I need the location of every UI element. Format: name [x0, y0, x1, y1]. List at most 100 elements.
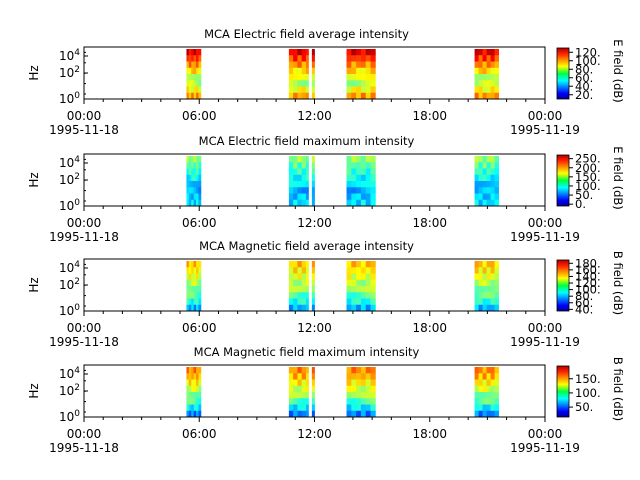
colorbar-gradient [556, 47, 570, 100]
spectrogram-cell [482, 392, 487, 399]
spectrogram-cell [351, 398, 357, 405]
spectrogram-cell [356, 392, 362, 399]
spectrogram-cell [494, 392, 499, 399]
spectrogram-cell [288, 385, 294, 393]
spectrogram-cell [360, 267, 367, 274]
spectrogram-cell [486, 273, 491, 281]
spectrogram-cell [293, 261, 298, 268]
data-block [346, 49, 376, 100]
spectrogram-cell [360, 404, 367, 412]
y-tick-exponent: 2 [74, 172, 80, 182]
spectrogram-cell [474, 67, 479, 75]
spectrogram-cell [301, 74, 307, 81]
spectrogram-cell [297, 392, 303, 399]
spectrogram-cell [478, 174, 483, 182]
spectrogram-cell [191, 61, 195, 69]
spectrogram-cell [370, 261, 376, 268]
spectrogram-cell [198, 267, 202, 274]
spectrogram-cell [301, 61, 307, 69]
y-tick-exponent: 4 [74, 48, 80, 58]
spectrogram-cell [356, 385, 362, 393]
spectrogram-cell [482, 292, 487, 299]
spectrogram-cell [196, 187, 199, 194]
y-tick-base: 10 [59, 173, 74, 187]
x-tick-date: 1995-11-19 [510, 441, 580, 455]
y-tick-label: 102 [59, 383, 80, 398]
colorbar: 40.60.80.100.120.140.160.180. B field (dB… [556, 251, 625, 316]
x-tick-time: 18:00 [412, 216, 447, 230]
spectrogram-cell [346, 367, 352, 374]
spectrogram-cell [310, 92, 315, 100]
spectrogram-cell [305, 193, 311, 201]
spectrogram-cell [305, 61, 311, 69]
spectrogram-cell [301, 292, 307, 299]
x-tick-time: 06:00 [182, 216, 217, 230]
spectrogram-cell [198, 86, 202, 94]
spectrogram-cell [370, 373, 376, 380]
spectrogram-cell [490, 162, 495, 169]
spectrogram-cell [482, 92, 487, 100]
spectrogram-cell [370, 304, 376, 312]
spectrogram-cell [196, 49, 199, 56]
spectrogram-cell [494, 398, 499, 405]
spectrogram-cell [365, 86, 371, 94]
spectrogram-cell [478, 273, 483, 281]
spectrogram-cell [198, 67, 202, 75]
colorbar: 20.40.60.80.100.120. E field (dB) [556, 39, 625, 103]
spectrogram-cell [370, 199, 376, 207]
spectrogram-cell [288, 286, 294, 293]
spectrogram-cell [305, 392, 311, 399]
spectrogram-cell [196, 298, 199, 306]
spectrogram-cell [198, 193, 202, 201]
spectrogram-cell [365, 156, 371, 163]
spectrogram-cell [301, 385, 307, 393]
spectrogram-cell [360, 193, 367, 201]
spectrogram-cell [186, 261, 190, 268]
spectrogram-cell [198, 298, 202, 306]
spectrogram-cell [188, 279, 192, 287]
colorbar-tick-label: 100. [575, 386, 601, 400]
spectrogram-cell [360, 298, 367, 306]
spectrogram-cell [198, 398, 202, 405]
spectrogram-cell [297, 385, 303, 393]
spectrogram-cell [370, 92, 376, 100]
spectrogram-cell [310, 181, 315, 188]
spectrogram-cell [490, 181, 495, 188]
spectrogram-cell [191, 67, 195, 75]
spectrogram-cell [288, 156, 294, 163]
spectrogram-cell [351, 273, 357, 281]
data-gap [308, 260, 312, 311]
spectrogram-cell [370, 67, 376, 75]
spectrogram-cell [356, 67, 362, 75]
spectrogram-cell [186, 304, 190, 312]
colorbar-tick-label: 160. [575, 263, 601, 277]
colorbar-gradient [556, 365, 570, 418]
spectrogram-cell [301, 298, 307, 306]
spectrogram-cell [351, 385, 357, 393]
spectrogram-cell [193, 398, 197, 405]
spectrogram-cell [196, 168, 199, 176]
spectrogram-cell [288, 67, 294, 75]
spectrogram-cell [356, 298, 362, 306]
spectrogram-cell [351, 286, 357, 293]
spectrogram-cell [288, 86, 294, 94]
spectrogram-cell [494, 92, 499, 100]
spectrogram-cell [293, 392, 298, 399]
spectrogram-cell [186, 398, 190, 405]
spectrogram-cell [494, 199, 499, 207]
spectrogram-cell [293, 187, 298, 194]
spectrogram-cell [482, 398, 487, 405]
spectrogram-cell [310, 273, 315, 281]
spectrogram-cell [478, 49, 483, 56]
spectrogram-cell [288, 61, 294, 69]
spectrogram-cell [474, 373, 479, 380]
spectrogram-cell [186, 74, 190, 81]
spectrogram-cell [188, 199, 192, 207]
y-tick-exponent: 0 [74, 91, 80, 101]
spectrogram-cell [474, 193, 479, 201]
spectrogram-cell [310, 279, 315, 287]
spectrogram-cell [193, 385, 197, 393]
spectrogram-cell [186, 187, 190, 194]
spectrogram-cell [365, 298, 371, 306]
spectrogram-cell [193, 404, 197, 412]
